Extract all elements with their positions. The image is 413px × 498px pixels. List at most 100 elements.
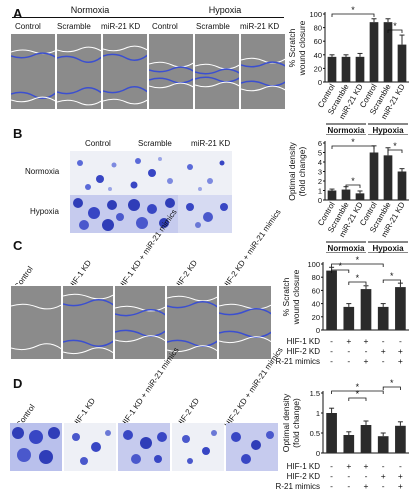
col-label-a-2: Scramble [57,22,91,31]
bar [341,56,351,82]
condition-sign: - [330,471,333,481]
scratch-image-c-1 [10,285,62,360]
group-label: Normoxia [328,244,365,253]
condition-sign: + [398,356,403,366]
condition-label: miR-21 mimics [275,357,320,366]
y-tick-label: 1 [318,187,322,196]
significance-star: * [393,21,397,31]
panel-label-d: D [13,376,23,391]
significance-bracket [331,13,375,17]
scratch-image-a-3 [102,33,148,110]
invasion-image-d-4 [172,423,224,471]
significance-bracket [331,145,375,149]
invasion-image-d-5 [226,423,278,471]
y-tick-label: 0 [318,196,322,205]
bar [341,189,351,200]
y-axis-label: % Scratch [287,28,297,67]
hypoxia-underline [148,17,284,18]
y-axis-label: % Scratch [281,277,291,316]
scratch-image-a-5 [194,33,240,110]
significance-bracket [382,386,401,390]
y-axis-label: wound closure [291,269,301,325]
panel-label-b: B [13,126,23,141]
condition-sign: - [399,336,402,346]
y-tick-label: 20 [312,313,320,322]
significance-star: * [390,378,394,388]
col-label-a-3: miR-21 KD [101,22,141,31]
bar [383,155,393,200]
y-axis-label: Optimal density [281,393,291,452]
condition-sign: + [346,461,351,471]
y-tick-label: 4 [318,158,322,167]
row-label-normoxia: Normoxia [25,167,60,176]
condition-sign: - [330,336,333,346]
condition-label: HIF-1 KD [287,462,321,471]
invasion-image-normoxia-kd [178,151,232,195]
condition-sign: + [398,481,403,491]
condition-sign: - [382,356,385,366]
y-tick-label: 1.5 [310,389,320,398]
invasion-image-hypoxia-control [70,195,124,233]
condition-label: miR-21 mimics [275,482,320,491]
col-label-a-4: Control [152,22,178,31]
bar [326,270,337,330]
group-label: Hypoxia [372,126,404,135]
condition-label: HIF-2 KD [287,472,321,481]
scratch-image-c-3 [114,285,166,360]
scratch-image-c-2 [62,285,114,360]
normoxia-underline [12,17,148,18]
significance-bracket [348,397,367,401]
significance-star: * [351,176,355,186]
invasion-image-d-1 [10,423,62,471]
significance-star: * [338,261,342,271]
bar [397,171,407,200]
col-label-b-3: miR-21 KD [191,139,231,148]
invasion-image-d-3 [118,423,170,471]
y-axis-label: (fold change) [297,147,307,197]
condition-sign: - [347,481,350,491]
y-tick-label: 40 [314,51,322,60]
condition-label: HIF-1 KD [287,337,321,346]
scratch-image-a-1 [10,33,56,110]
bar [395,287,406,330]
scratch-image-a-2 [56,33,102,110]
condition-sign: - [330,461,333,471]
condition-sign: - [399,461,402,471]
normoxia-header: Normoxia [70,5,110,15]
condition-sign: + [364,481,369,491]
invasion-image-d-2 [64,423,116,471]
col-label-a-1: Control [15,22,41,31]
y-tick-label: 100 [309,10,322,19]
panel-label-c: C [13,238,23,253]
condition-sign: - [330,481,333,491]
bar [343,306,355,330]
y-tick-label: 80 [312,273,320,282]
condition-sign: + [346,336,351,346]
invasion-image-hypoxia-kd [178,195,232,233]
bar [343,435,355,453]
condition-label: HIF-2 KD [287,347,321,356]
significance-star: * [351,5,355,15]
condition-sign: - [347,471,350,481]
condition-sign: - [382,461,385,471]
significance-star: * [356,255,360,265]
condition-sign: - [365,471,368,481]
y-tick-label: 20 [314,64,322,73]
significance-star: * [356,389,360,399]
significance-star: * [390,271,394,281]
condition-sign: + [398,346,403,356]
invasion-image-normoxia-scramble [124,151,178,195]
bar [326,413,337,453]
y-tick-label: 40 [312,300,320,309]
significance-bracket [382,279,401,283]
y-tick-label: 60 [312,286,320,295]
bar [360,289,372,330]
bar [360,425,372,453]
bar [327,56,337,82]
col-label-b-1: Control [85,139,111,148]
condition-sign: + [398,471,403,481]
y-tick-label: 0.5 [310,429,320,438]
significance-star: * [393,141,397,151]
